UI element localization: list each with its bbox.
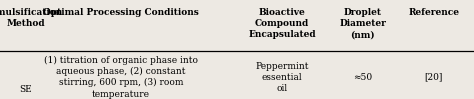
Text: ≈50: ≈50 [353,73,372,82]
Text: [20]: [20] [425,73,443,82]
Text: Peppermint
essential
oil: Peppermint essential oil [255,62,309,93]
Text: Droplet
Diameter
(nm): Droplet Diameter (nm) [339,8,386,39]
Text: (1) titration of organic phase into
aqueous phase, (2) constant
stirring, 600 rp: (1) titration of organic phase into aque… [44,56,198,99]
Text: SE: SE [20,85,32,94]
Text: Bioactive
Compound
Encapsulated: Bioactive Compound Encapsulated [248,8,316,39]
Text: Emulsification
Method: Emulsification Method [0,8,63,28]
Text: Reference: Reference [408,8,459,17]
Text: Optimal Processing Conditions: Optimal Processing Conditions [43,8,199,17]
